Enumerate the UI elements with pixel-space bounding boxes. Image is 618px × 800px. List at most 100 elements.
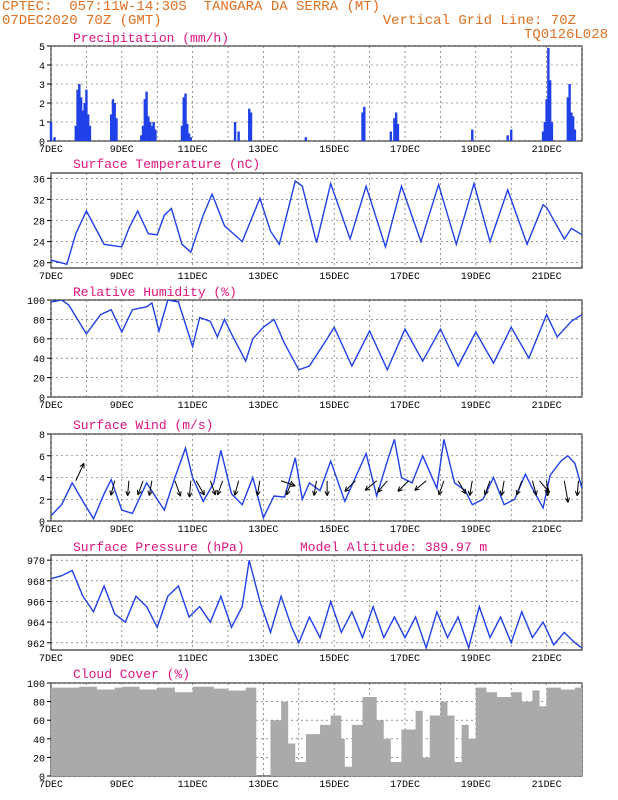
pressure-ytick-label: 968: [27, 578, 45, 589]
temperature-panel: Surface Temperature (nC) 20 24 28 32 36 7DEC 9D…: [33, 157, 583, 283]
precip-bar: [49, 122, 53, 141]
precip-bar: [86, 114, 90, 141]
wind-arrow: [483, 480, 491, 496]
header-grid-line: Vertical Grid Line: 70Z: [382, 13, 576, 29]
wind-arrow: [280, 480, 296, 487]
wind-arrow: [437, 480, 445, 496]
precip-bar: [548, 80, 552, 141]
cloud-cover-xtick-label: 11DEC: [178, 780, 208, 791]
humidity-xtick-label: 19DEC: [461, 401, 491, 412]
wind-xtick-label: 19DEC: [461, 525, 491, 536]
wind-arrow: [209, 480, 217, 496]
temperature-xtick-label: 13DEC: [248, 272, 278, 283]
precip-bar: [506, 135, 509, 141]
cloud-cover-ytick-label: 20: [33, 754, 45, 765]
precip-bar: [154, 129, 157, 141]
pressure-ytick-label: 966: [27, 598, 45, 609]
precip-bar: [140, 135, 143, 141]
precip-bar: [471, 129, 474, 141]
wind-xtick-label: 17DEC: [390, 525, 420, 536]
precip-bar: [545, 99, 548, 141]
precipitation-ytick-label: 2: [39, 100, 45, 111]
precipitation-ytick-label: 0: [39, 138, 45, 149]
pressure-line: [51, 560, 582, 650]
pressure-ytick-label: 962: [27, 640, 45, 651]
wind-panel: Surface Wind (m/s) 0 2 4 6 8 7DEC 9DEC 11DEC 13DE…: [39, 418, 583, 536]
wind-xtick-label: 9DEC: [110, 525, 134, 536]
wind-arrow: [147, 480, 153, 496]
wind-xtick-label: 7DEC: [39, 525, 63, 536]
wind-arrow: [125, 480, 131, 496]
precip-bar: [113, 103, 116, 141]
precipitation-xtick-label: 9DEC: [110, 145, 134, 156]
precip-bar: [184, 93, 187, 141]
precipitation-ytick-label: 3: [39, 81, 45, 92]
wind-ytick-label: 8: [39, 431, 45, 442]
humidity-ytick-label: 20: [33, 375, 45, 386]
pressure-xtick-label: 21DEC: [532, 654, 562, 665]
temperature-xtick-label: 7DEC: [39, 272, 63, 283]
precip-bar: [571, 116, 575, 141]
precip-bar: [150, 125, 154, 141]
precip-bar: [148, 122, 152, 141]
wind-arrow: [499, 480, 505, 496]
humidity-ytick-label: 0: [39, 394, 45, 405]
cloud-cover-xtick-label: 9DEC: [110, 780, 134, 791]
wind-ytick-label: 2: [39, 496, 45, 507]
wind-line: [51, 439, 582, 521]
temperature-xtick-label: 19DEC: [461, 272, 491, 283]
precip-bar: [81, 110, 85, 141]
temperature-title: Surface Temperature (nC): [73, 157, 260, 172]
precipitation-xtick-label: 15DEC: [319, 145, 349, 156]
wind-arrow: [195, 480, 205, 496]
precip-bar: [304, 137, 308, 141]
humidity-line: [51, 300, 582, 372]
wind-arrow: [377, 480, 388, 493]
temperature-xtick-label: 21DEC: [532, 272, 562, 283]
wind-arrow: [515, 480, 523, 496]
cloud-cover-xtick-label: 21DEC: [532, 780, 562, 791]
wind-arrow: [467, 480, 473, 496]
humidity-ytick-label: 80: [33, 316, 45, 327]
cloud-cover-ytick-label: 0: [39, 773, 45, 784]
wind-ytick-label: 4: [39, 475, 45, 486]
wind-arrow: [344, 480, 356, 492]
precip-bar: [79, 97, 83, 141]
precip-bar: [543, 122, 547, 141]
temperature-xtick-label: 15DEC: [319, 272, 349, 283]
temperature-ytick-label: 24: [33, 239, 45, 250]
wind-arrow: [531, 480, 538, 496]
precip-bar: [180, 125, 184, 141]
pressure-xtick-label: 15DEC: [319, 654, 349, 665]
pressure-annotation: Model Altitude: 389.97 m: [300, 540, 487, 555]
precip-bar: [568, 84, 571, 141]
wind-arrow: [364, 480, 378, 491]
precipitation-title: Precipitation (mm/h): [73, 31, 229, 46]
wind-arrow: [255, 480, 261, 496]
header-line-1: CPTEC: 057:11W-14:30S TANGARA DA SERRA (…: [2, 0, 381, 15]
humidity-xtick-label: 11DEC: [178, 401, 208, 412]
cloud-cover-ytick-label: 40: [33, 736, 45, 747]
pressure-xtick-label: 17DEC: [390, 654, 420, 665]
precipitation-xtick-label: 11DEC: [178, 145, 208, 156]
precip-bar: [570, 112, 573, 141]
precip-bar: [189, 137, 193, 141]
wind-arrow: [574, 480, 581, 496]
temperature-ytick-label: 20: [33, 260, 45, 271]
cloud-cover-xtick-label: 13DEC: [248, 780, 278, 791]
precip-bar: [541, 131, 545, 141]
precip-bar: [389, 131, 393, 141]
precip-bar: [550, 122, 554, 141]
precip-bar: [182, 97, 185, 141]
precip-bar: [76, 89, 79, 141]
pressure-xtick-label: 7DEC: [39, 654, 63, 665]
humidity-panel: Relative Humidity (%) 0 20 40 60 80 100 7DEC 9DE…: [27, 285, 583, 412]
precipitation-xtick-label: 21DEC: [532, 145, 562, 156]
precipitation-xtick-label: 7DEC: [39, 145, 63, 156]
precip-bar: [510, 129, 513, 141]
precip-bar: [187, 133, 191, 141]
cloud-cover-area: [51, 686, 582, 776]
cloud-cover-xtick-label: 17DEC: [390, 780, 420, 791]
precipitation-ytick-label: 4: [39, 62, 45, 73]
temperature-ytick-label: 32: [33, 196, 45, 207]
